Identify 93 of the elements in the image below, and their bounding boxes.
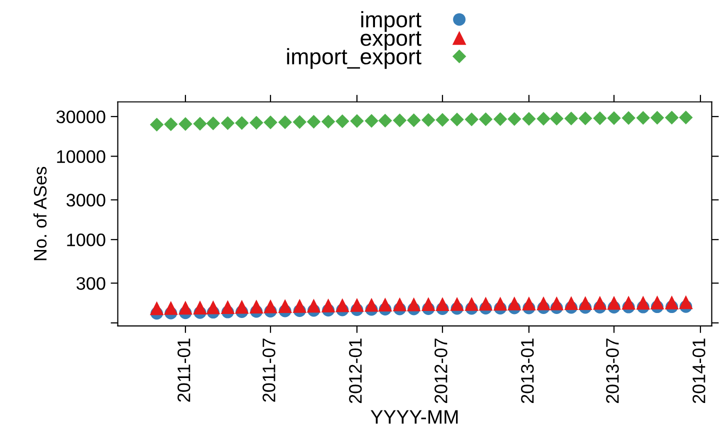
- x-tick-label: 2011-07: [262, 338, 276, 402]
- point: [564, 112, 578, 126]
- x-tick-label: 2011-01: [178, 338, 190, 402]
- point: [493, 112, 508, 126]
- point: [249, 300, 264, 314]
- point: [264, 116, 278, 130]
- legend-label: import: [361, 11, 422, 32]
- point: [636, 111, 650, 125]
- x-tick-label: 2014-01: [692, 338, 706, 404]
- point: [278, 115, 292, 130]
- point: [264, 299, 278, 314]
- x-tick-label: 2013-07: [606, 338, 619, 404]
- point: [679, 110, 693, 124]
- y-tick-label: 1000: [67, 234, 106, 246]
- x-tick-label: 2013-01: [521, 338, 534, 404]
- point: [508, 112, 522, 126]
- y-tick-label: 3000: [66, 194, 106, 207]
- legend-label: export: [360, 31, 422, 50]
- point: [450, 296, 464, 311]
- point: [306, 298, 321, 313]
- x-axis-title: YYYY-MM: [370, 410, 458, 424]
- point: [422, 113, 436, 127]
- point: [378, 114, 392, 128]
- point: [336, 114, 350, 128]
- point: [378, 298, 392, 312]
- point: [321, 298, 336, 312]
- point: [350, 114, 364, 128]
- point: [364, 298, 378, 312]
- point: [607, 296, 621, 310]
- x-tick-label: 2012-01: [349, 338, 362, 404]
- point: [193, 300, 207, 314]
- y-tick-label: 30000: [56, 110, 106, 124]
- point: [478, 296, 493, 311]
- point: [550, 296, 564, 310]
- point: [278, 299, 292, 314]
- point: [664, 295, 679, 310]
- y-tick-label: 300: [76, 277, 106, 290]
- point: [436, 112, 450, 127]
- point: [593, 111, 607, 126]
- point: [464, 112, 478, 126]
- point: [450, 112, 464, 126]
- point: [522, 112, 536, 126]
- point: [178, 117, 192, 131]
- point: [507, 296, 522, 310]
- point: [550, 112, 564, 126]
- point: [650, 295, 664, 310]
- point: [622, 111, 636, 125]
- point: [578, 112, 592, 126]
- point: [406, 297, 421, 312]
- point: [292, 115, 306, 129]
- point: [592, 296, 607, 310]
- point: [164, 301, 178, 315]
- point: [464, 296, 479, 311]
- point: [493, 296, 508, 311]
- point: [206, 300, 220, 314]
- point: [578, 296, 592, 310]
- point: [250, 116, 264, 130]
- point: [607, 111, 621, 126]
- point: [234, 116, 249, 130]
- legend-label: import_export: [287, 48, 422, 69]
- point: [650, 110, 664, 125]
- point: [220, 300, 235, 314]
- point: [220, 116, 235, 130]
- point: [335, 298, 350, 312]
- point: [478, 112, 493, 126]
- point: [536, 112, 550, 126]
- x-tick-label: 2012-07: [434, 338, 448, 404]
- y-tick-label: 10000: [57, 150, 106, 164]
- point: [392, 113, 407, 128]
- point: [392, 297, 407, 312]
- point: [350, 298, 364, 312]
- point: [234, 300, 249, 314]
- point: [421, 297, 436, 312]
- point: [664, 110, 679, 125]
- y-axis-title: No. of ASes: [33, 166, 47, 260]
- point: [678, 295, 693, 310]
- point: [622, 296, 636, 310]
- point: [164, 117, 178, 132]
- point: [206, 116, 220, 130]
- point: [406, 113, 421, 128]
- point: [564, 296, 578, 310]
- point: [306, 114, 321, 129]
- point: [536, 296, 550, 310]
- point: [436, 297, 450, 312]
- point: [522, 296, 536, 310]
- point: [193, 116, 207, 131]
- point: [178, 300, 192, 315]
- point: [292, 298, 307, 313]
- point: [150, 301, 164, 316]
- point: [636, 296, 650, 310]
- point: [150, 118, 164, 132]
- point: [364, 114, 378, 128]
- point: [321, 114, 336, 128]
